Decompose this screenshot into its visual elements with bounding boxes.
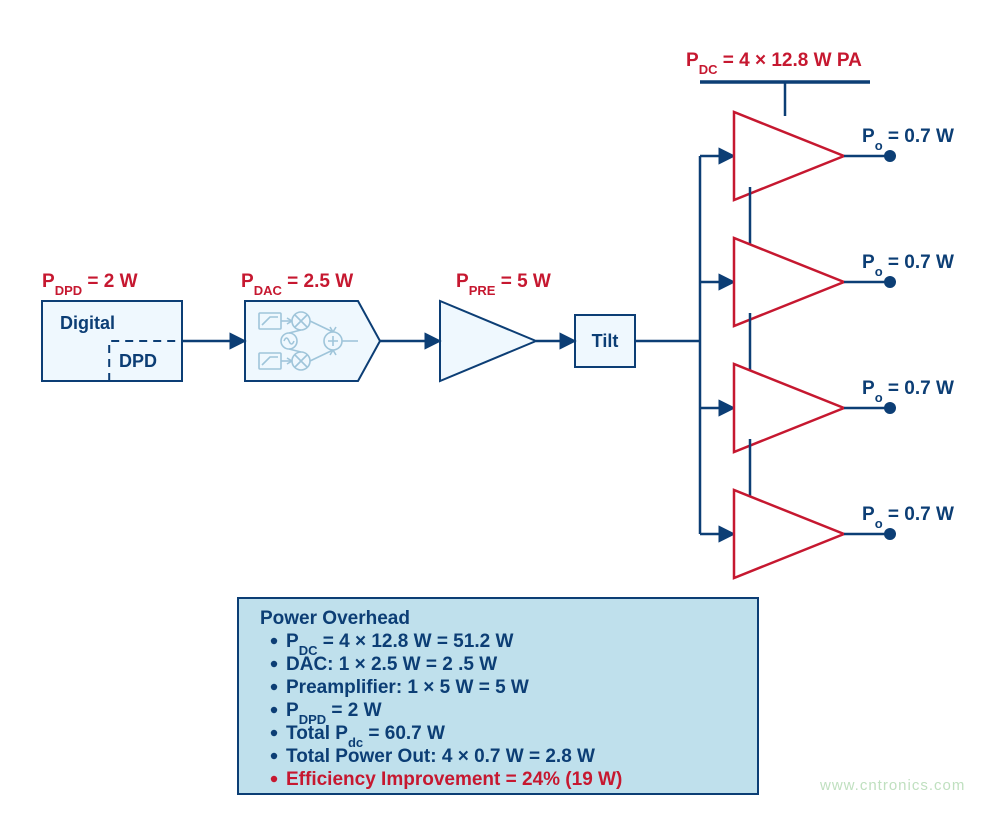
po-label-3: Po = 0.7 W: [862, 504, 954, 531]
po-label-1: Po = 0.7 W: [862, 252, 954, 279]
pa-triangle-1: [734, 238, 844, 326]
pa-triangle-0: [734, 112, 844, 200]
preamp-block: [440, 301, 536, 381]
info-title: Power Overhead: [260, 608, 410, 629]
pa-triangle-3: [734, 490, 844, 578]
info-bullet-6: [271, 776, 277, 782]
info-bullet-4: [271, 730, 277, 736]
info-line-1: DAC: 1 × 2.5 W = 2 .5 W: [286, 654, 497, 675]
info-bullet-3: [271, 707, 277, 713]
watermark: www.cntronics.com: [819, 777, 965, 794]
info-bullet-5: [271, 753, 277, 759]
info-bullet-2: [271, 684, 277, 690]
pdc-label: PDC = 4 × 12.8 W PA: [686, 50, 862, 77]
pa-out-node-0: [884, 150, 896, 162]
digital-label: Digital: [60, 313, 115, 333]
po-label-0: Po = 0.7 W: [862, 126, 954, 153]
pdac-label: PDAC = 2.5 W: [241, 271, 353, 298]
ppre-label: PPRE = 5 W: [456, 271, 551, 298]
info-bullet-1: [271, 661, 277, 667]
info-line-2: Preamplifier: 1 × 5 W = 5 W: [286, 677, 529, 698]
pa-out-node-3: [884, 528, 896, 540]
tilt-label: Tilt: [592, 331, 619, 351]
pa-out-node-1: [884, 276, 896, 288]
pa-triangle-2: [734, 364, 844, 452]
po-label-2: Po = 0.7 W: [862, 378, 954, 405]
info-line-5: Total Power Out: 4 × 0.7 W = 2.8 W: [286, 746, 595, 767]
dpd-label: DPD: [119, 351, 157, 371]
pa-out-node-2: [884, 402, 896, 414]
info-line-6: Efficiency Improvement = 24% (19 W): [286, 769, 622, 790]
info-bullet-0: [271, 638, 277, 644]
pdpd-label: PDPD = 2 W: [42, 271, 138, 298]
